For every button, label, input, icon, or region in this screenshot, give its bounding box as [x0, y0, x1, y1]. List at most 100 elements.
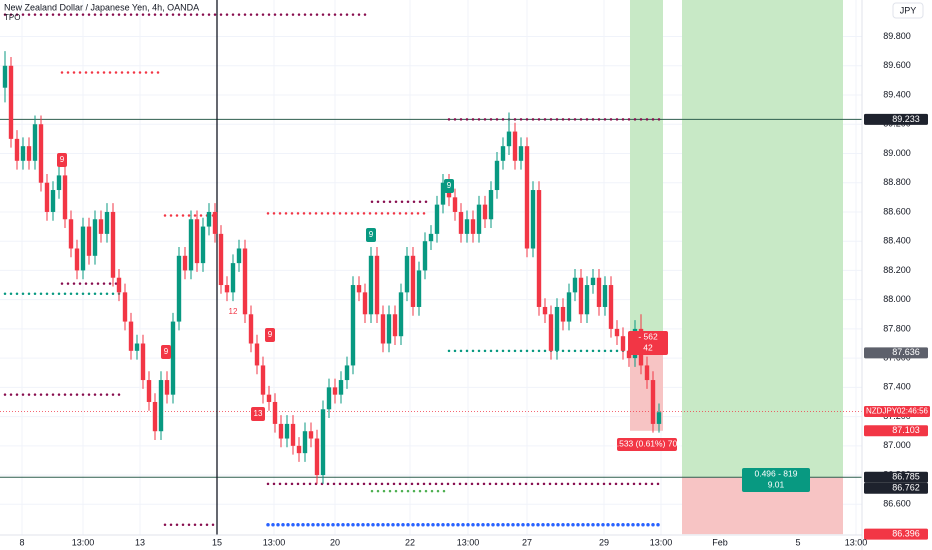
candle-body	[380, 314, 386, 344]
current-symbol: NZDJPY	[866, 407, 898, 416]
position-label-box	[617, 438, 677, 451]
candle-body	[554, 306, 560, 351]
x-tick-label: 13:00	[650, 537, 673, 547]
candle-body	[362, 292, 368, 315]
candle-body	[122, 292, 128, 322]
candle-body	[2, 65, 8, 88]
candle-body	[116, 277, 122, 293]
currency-label[interactable]: JPY	[900, 5, 917, 15]
candle-body	[56, 175, 62, 191]
levels	[0, 13, 862, 527]
chart-subtitle: TPO	[4, 13, 20, 22]
candle-body	[530, 190, 536, 249]
x-tick-label: 29	[599, 537, 609, 547]
candle-body	[410, 255, 416, 307]
price-axis: 86.60086.80087.00087.20087.40087.60087.8…	[864, 31, 930, 540]
price-label: 87.636	[892, 347, 920, 357]
candle-body	[542, 306, 548, 315]
candle-body	[218, 233, 224, 286]
candle-body	[548, 314, 554, 351]
candle-body	[644, 365, 650, 381]
candle-body	[386, 314, 392, 344]
y-tick-label: 87.800	[883, 323, 911, 333]
y-tick-label: 87.400	[883, 382, 911, 392]
candle-body	[230, 263, 236, 293]
position-label: 0.496 - 819	[754, 468, 797, 478]
y-tick-label: 88.800	[883, 177, 911, 187]
position-zone	[682, 0, 843, 478]
candle-body	[392, 314, 398, 337]
candle-body	[176, 255, 182, 322]
candle-body	[320, 409, 326, 476]
marker-tag	[444, 179, 454, 193]
candle-body	[128, 321, 134, 351]
candle-body	[356, 285, 362, 293]
candle-body	[500, 146, 506, 161]
candle-body	[194, 219, 200, 264]
candle-body	[164, 380, 170, 395]
currency-button[interactable]	[892, 2, 924, 19]
y-tick-label: 88.000	[883, 294, 911, 304]
position-label-box	[628, 331, 668, 355]
marker-tag	[265, 328, 275, 342]
candle-body	[236, 248, 242, 264]
candle-body	[332, 387, 338, 395]
candle-body	[38, 124, 44, 183]
x-tick-label: 15	[212, 537, 222, 547]
chart-title: New Zealand Dollar / Japanese Yen, 4h, O…	[4, 2, 199, 12]
candle-body	[476, 204, 482, 234]
candle-body	[620, 336, 626, 351]
price-label-box	[864, 347, 928, 359]
candle-body	[104, 211, 110, 234]
candle-body	[314, 438, 320, 476]
x-tick-label: Feb	[712, 537, 728, 547]
candle-body	[140, 343, 146, 381]
candle-body	[404, 255, 410, 293]
price-label-box	[864, 482, 928, 494]
candle-body	[62, 175, 68, 220]
candle-body	[518, 146, 524, 161]
price-label-box	[864, 425, 928, 437]
candle-body	[242, 248, 248, 315]
candle-body	[14, 138, 20, 161]
candle-body	[254, 343, 260, 366]
candle-body	[146, 380, 152, 402]
price-label: 87.103	[892, 425, 920, 435]
x-tick-label: 5	[795, 537, 800, 547]
candle-body	[434, 204, 440, 234]
position-label: 9.01	[768, 479, 785, 489]
candle-body	[68, 219, 74, 249]
marker-label: 13	[254, 409, 263, 418]
candle-body	[110, 211, 116, 278]
candle-body	[650, 380, 656, 424]
candle-body	[572, 277, 578, 293]
y-tick-label: 89.800	[883, 31, 911, 41]
candle-body	[212, 211, 218, 234]
candle-body	[92, 219, 98, 256]
y-tick-label: 88.600	[883, 206, 911, 216]
y-tick-label: 88.200	[883, 265, 911, 275]
position-label: 0.533 (0.61%) 700	[612, 438, 682, 448]
position-zone	[630, 0, 663, 353]
candle-body	[248, 314, 254, 344]
candle-body	[416, 270, 422, 307]
x-tick-label: 8	[19, 537, 24, 547]
candle-body	[272, 401, 278, 424]
marker-label: 9	[164, 347, 169, 356]
candle-body	[338, 380, 344, 395]
y-tick-label: 87.000	[883, 440, 911, 450]
candle-body	[656, 412, 662, 424]
x-tick-label: 20	[330, 537, 340, 547]
candle-body	[458, 211, 464, 234]
candle-body	[74, 248, 80, 271]
candle-body	[440, 182, 446, 205]
candle-body	[26, 146, 32, 161]
marker-label: 12	[229, 307, 238, 316]
candle-body	[200, 226, 206, 264]
candle-body	[374, 255, 380, 315]
candle-body	[182, 255, 188, 271]
y-tick-label: 89.600	[883, 60, 911, 70]
position-label: - 562	[638, 331, 658, 341]
candle-body	[578, 277, 584, 315]
